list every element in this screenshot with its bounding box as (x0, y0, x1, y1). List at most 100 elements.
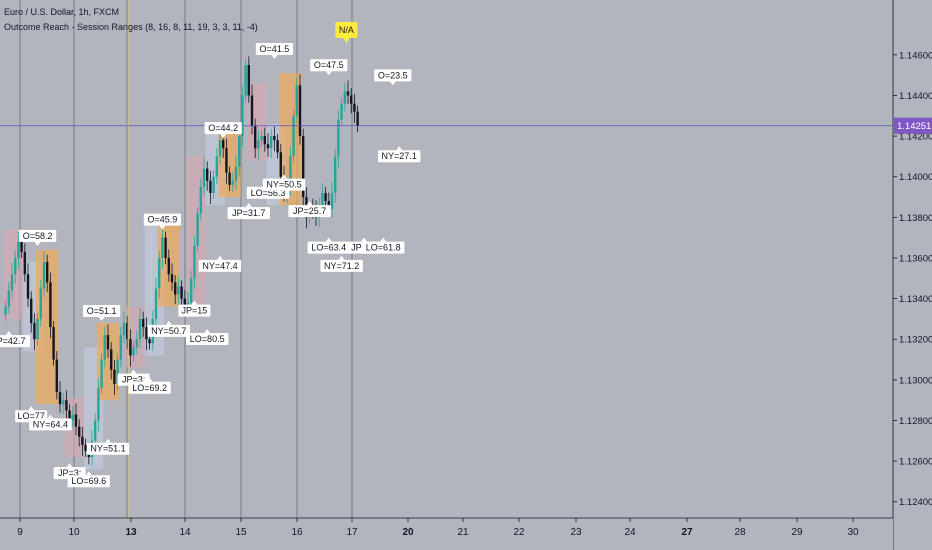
candle-body (183, 298, 186, 305)
time-tick-label: 15 (235, 527, 247, 538)
session-label: O=44.2 (204, 122, 242, 139)
candle-body (58, 392, 62, 405)
session-label-pointer (5, 331, 12, 336)
candle-body (247, 65, 250, 96)
na-label: N/A (335, 22, 358, 43)
session-label-bg (86, 442, 130, 455)
candle-body (71, 414, 74, 421)
candle-body (23, 251, 26, 275)
candle-body (196, 213, 199, 246)
candle-body (215, 156, 218, 177)
session-label: NY=27.1 (378, 146, 421, 163)
crosshair (0, 0, 893, 518)
session-label-bg (198, 259, 242, 272)
candle-body (26, 274, 30, 299)
asia-session-box (125, 306, 145, 368)
candle-body (263, 136, 266, 145)
candle-body (135, 339, 138, 348)
symbol-title[interactable]: Euro / U.S. Dollar, 1h, FXCM (4, 7, 120, 17)
candle-body (84, 444, 87, 451)
session-label: LO=69.2 (128, 377, 171, 394)
session-label-bg (307, 241, 350, 254)
candle-body (132, 347, 135, 356)
session-label-bg (0, 335, 30, 348)
session-label-pointer (325, 71, 332, 76)
candle-body (116, 359, 119, 384)
session-label: NY=71.2 (320, 255, 363, 272)
candle-body (302, 136, 305, 198)
candle-body (55, 359, 58, 393)
session-labels: O=58.2JP=42.7LO=77NY=64.4JP=3;LO=69.6O=5… (0, 22, 421, 488)
candle-body (289, 156, 292, 185)
session-label-text: O=23.5 (378, 70, 408, 80)
candle-body (100, 359, 103, 388)
candle-body (158, 257, 161, 289)
candle-body (276, 140, 279, 153)
session-label-pointer (306, 201, 313, 206)
session-label-text: O=51.1 (87, 306, 117, 316)
candle-body (212, 176, 215, 193)
candle-body (292, 115, 295, 157)
candle-body (334, 156, 337, 193)
candle-body (39, 288, 42, 319)
session-label-pointer (389, 81, 396, 86)
candle-body (244, 65, 247, 96)
candle-body (321, 192, 324, 206)
candle-body (186, 302, 190, 305)
candle-body (49, 282, 52, 328)
candle-body (110, 349, 113, 370)
session-label-bg (29, 418, 72, 431)
candle-body (113, 369, 116, 384)
na-label-pointer (343, 38, 350, 43)
na-label-text: N/A (339, 25, 354, 35)
candle-body (273, 136, 276, 141)
candle-body (126, 322, 129, 340)
time-tick-label: 22 (513, 527, 525, 538)
time-tick-label: 23 (570, 527, 582, 538)
candle-body (103, 335, 106, 360)
asia-session-box (247, 83, 267, 161)
session-label: JP=42.7 (0, 331, 30, 348)
time-tick-label: 17 (346, 527, 358, 538)
candle-body (206, 168, 209, 181)
candle-body (356, 111, 359, 126)
session-label-text: JP=15 (182, 306, 208, 316)
price-tick-label: 1.13800 (899, 213, 932, 224)
candle-body (250, 95, 254, 126)
last-price-tag-text: 1.14251 (897, 121, 931, 132)
session-label: O=58.2 (19, 229, 57, 246)
session-label-pointer (281, 174, 287, 179)
candle-body (225, 148, 228, 173)
time-tick-label: 9 (17, 527, 23, 538)
session-label-bg (320, 259, 363, 272)
candle-body (330, 192, 334, 210)
session-label-bg (262, 178, 306, 191)
session-label-pointer (28, 406, 35, 411)
session-label-bg (186, 333, 229, 346)
price-tick-label: 1.12600 (899, 457, 932, 468)
session-label: LO=69.6 (67, 471, 110, 488)
candle-body (257, 140, 260, 149)
candle-body (337, 119, 340, 157)
price-axis[interactable]: 1.14600 1.14400 1.14200 1.14000 1.13800 1.136… (892, 0, 932, 550)
asia-session-box (4, 229, 24, 319)
time-tick-label: 28 (734, 527, 746, 538)
session-label-pointer (220, 134, 227, 139)
candle-body (94, 420, 97, 441)
price-tick-label: 1.13600 (899, 253, 932, 264)
candle-body (122, 322, 126, 336)
time-tick-label: 27 (681, 527, 693, 538)
candle-body (42, 262, 46, 289)
session-label-pointer (105, 438, 111, 443)
candle-body (340, 103, 343, 120)
indicator-title[interactable]: Outcome Reach - Session Ranges (8, 16, 8… (4, 22, 258, 32)
candle-body (148, 339, 151, 344)
candle-body (279, 152, 282, 177)
candle-body (238, 136, 241, 167)
time-axis[interactable]: 9 10 13 14 15 16 17 20 21 22 23 24 27 28 29 30 (0, 517, 893, 550)
session-label-pointer (165, 320, 172, 325)
session-label: NY=51.1 (86, 438, 130, 455)
session-label-pointer (217, 255, 223, 260)
session-label: LO=80.5 (186, 329, 229, 346)
